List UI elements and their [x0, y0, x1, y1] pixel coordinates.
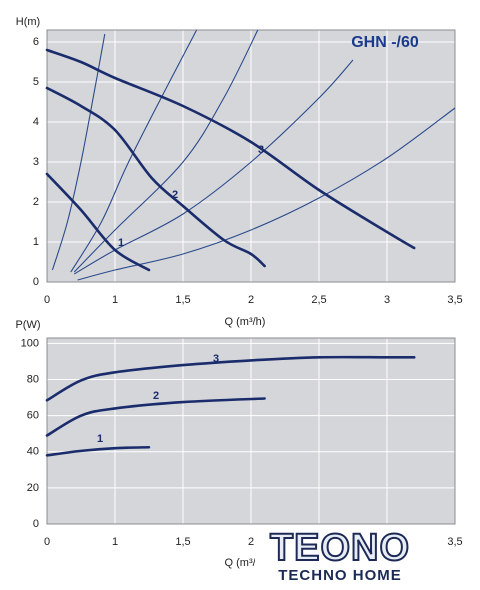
y-tick-label: 20 [27, 482, 39, 494]
pump-curve [45, 172, 151, 272]
y-tick-label: 0 [33, 518, 39, 530]
x-tick-label: 1,5 [175, 536, 190, 548]
y-tick-label: 6 [33, 36, 39, 48]
x-tick-label: 3,5 [447, 294, 462, 306]
y-tick-label: 1 [33, 236, 39, 248]
system-curve [73, 29, 259, 273]
y-tick-label: 40 [27, 446, 39, 458]
logo-title: TEONO [269, 527, 411, 569]
system-curve [51, 33, 106, 271]
x-tick-label: 3,5 [447, 536, 462, 548]
pump-curve [45, 86, 266, 268]
plot-frame [46, 29, 456, 283]
pump-curve [45, 397, 266, 437]
curve-label: 2 [172, 189, 178, 201]
x-axis-label: Q (m³/h) [225, 316, 266, 328]
chart-title: GHN -/60 [351, 34, 419, 51]
logo-subtitle: TECHNO HOME [278, 567, 402, 584]
x-tick-label: 2 [248, 536, 254, 548]
y-tick-label: 5 [33, 76, 39, 88]
curve-label: 1 [97, 433, 103, 445]
x-tick-label: 1 [112, 294, 118, 306]
system-curve [77, 107, 456, 281]
y-axis-label: H(m) [16, 16, 40, 28]
y-tick-label: 60 [27, 410, 39, 422]
curve-label: 2 [153, 390, 159, 402]
x-tick-label: 3 [384, 294, 390, 306]
y-tick-label: 4 [33, 116, 39, 128]
pump-curve [45, 355, 416, 402]
x-tick-label: 1,5 [175, 294, 190, 306]
y-tick-label: 0 [33, 276, 39, 288]
curve-label: 1 [118, 237, 124, 249]
y-tick-label: 100 [21, 337, 39, 349]
x-tick-label: 2,5 [311, 294, 326, 306]
y-axis-label: P(W) [15, 319, 40, 331]
y-tick-label: 80 [27, 373, 39, 385]
x-tick-label: 0 [44, 294, 50, 306]
pump-curve [45, 48, 416, 250]
y-tick-label: 2 [33, 196, 39, 208]
y-tick-label: 3 [33, 156, 39, 168]
pump-curve [45, 445, 151, 457]
x-tick-label: 0 [44, 536, 50, 548]
system-curve [70, 29, 198, 273]
plot-frame [46, 337, 456, 525]
curve-label: 3 [258, 144, 264, 156]
curve-label: 3 [213, 353, 219, 365]
x-tick-label: 2 [248, 294, 254, 306]
x-tick-label: 1 [112, 536, 118, 548]
logo: TEONO TECHNO HOME [255, 527, 425, 584]
